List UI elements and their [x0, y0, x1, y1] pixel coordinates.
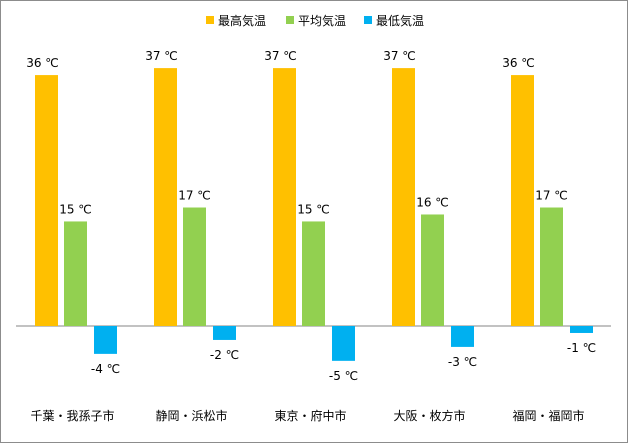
data-label-max-4: 36 ℃: [502, 56, 535, 70]
legend-label-min: 最低気温: [376, 13, 425, 28]
bar-avg-2: [302, 221, 325, 326]
data-label-min-1: -2 ℃: [210, 348, 239, 362]
data-label-min-4: -1 ℃: [567, 341, 596, 355]
bar-avg-4: [540, 207, 563, 326]
legend-item-max: 最高気温: [206, 10, 266, 30]
legend-item-min: 最低気温: [364, 10, 424, 30]
bar-min-1: [213, 326, 236, 340]
legend-label-max: 最高気温: [218, 13, 267, 28]
bar-max-3: [392, 68, 415, 327]
legend: 最高気温 平均気温 最低気温: [1, 10, 627, 30]
data-label-min-2: -5 ℃: [329, 369, 358, 383]
legend-label-avg: 平均気温: [298, 13, 347, 28]
legend-item-avg: 平均気温: [286, 10, 346, 30]
data-label-max-0: 36 ℃: [26, 56, 59, 70]
category-label-3: 大阪・枚方市: [393, 408, 465, 423]
data-label-avg-4: 17 ℃: [535, 189, 568, 203]
category-label-2: 東京・府中市: [274, 408, 346, 423]
legend-swatch-min: [364, 16, 372, 24]
legend-swatch-max: [206, 16, 214, 24]
data-label-max-1: 37 ℃: [145, 49, 178, 63]
bar-avg-3: [421, 214, 444, 326]
bar-min-2: [332, 326, 355, 361]
data-label-max-3: 37 ℃: [383, 49, 416, 63]
category-label-1: 静岡・浜松市: [155, 408, 227, 423]
bar-max-1: [154, 68, 177, 327]
bar-avg-0: [64, 221, 87, 326]
data-label-avg-3: 16 ℃: [416, 195, 449, 209]
bar-min-4: [570, 326, 593, 333]
bar-avg-1: [183, 207, 206, 326]
bar-max-4: [511, 75, 534, 326]
data-label-avg-1: 17 ℃: [178, 189, 211, 203]
data-label-min-3: -3 ℃: [448, 355, 477, 369]
bar-min-3: [451, 326, 474, 347]
data-label-min-0: -4 ℃: [91, 362, 120, 376]
bar-max-0: [35, 75, 58, 326]
category-label-4: 福岡・福岡市: [512, 408, 584, 423]
category-label-0: 千葉・我孫子市: [30, 408, 114, 423]
bar-max-2: [273, 68, 296, 327]
data-label-avg-0: 15 ℃: [59, 202, 92, 216]
data-label-avg-2: 15 ℃: [297, 202, 330, 216]
legend-swatch-avg: [286, 16, 294, 24]
bar-min-0: [94, 326, 117, 354]
data-label-max-2: 37 ℃: [264, 49, 297, 63]
